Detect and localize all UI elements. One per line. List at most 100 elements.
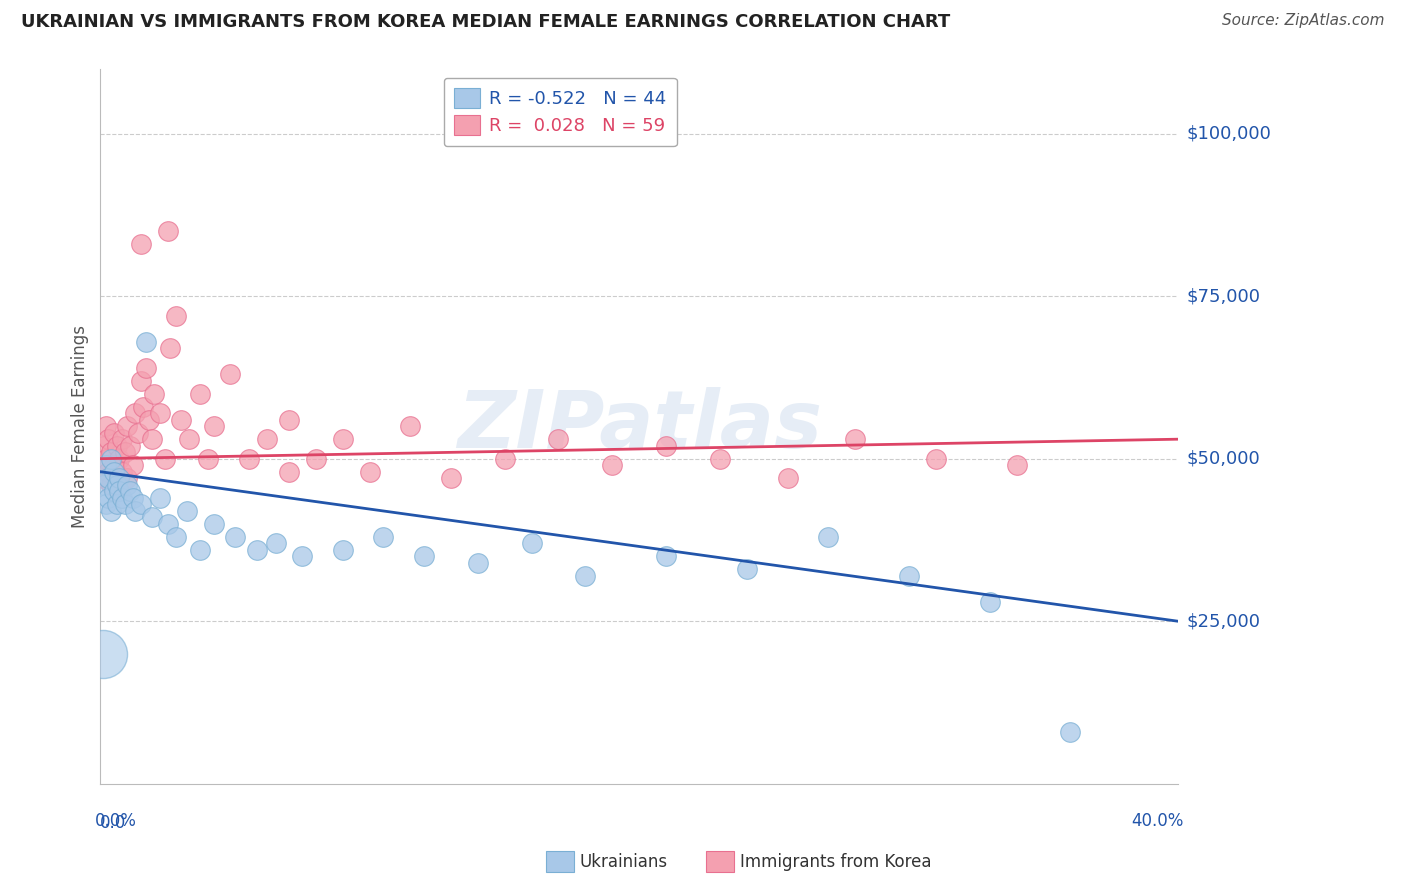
Point <box>574 568 596 582</box>
Point <box>897 568 920 582</box>
Point <box>108 451 131 466</box>
Point <box>359 465 381 479</box>
Point <box>105 477 128 491</box>
Point <box>129 237 152 252</box>
Point <box>979 595 1001 609</box>
Point <box>135 360 157 375</box>
Point <box>264 536 287 550</box>
Point <box>91 647 114 661</box>
Point <box>165 530 187 544</box>
Point <box>103 465 125 479</box>
Point <box>156 516 179 531</box>
Point <box>94 419 117 434</box>
Point <box>124 406 146 420</box>
Text: UKRAINIAN VS IMMIGRANTS FROM KOREA MEDIAN FEMALE EARNINGS CORRELATION CHART: UKRAINIAN VS IMMIGRANTS FROM KOREA MEDIA… <box>21 13 950 31</box>
Point <box>165 309 187 323</box>
Point <box>256 432 278 446</box>
Point <box>105 439 128 453</box>
Point <box>925 451 948 466</box>
Point <box>197 451 219 466</box>
Point <box>149 406 172 420</box>
Text: $25,000: $25,000 <box>1187 612 1261 631</box>
Point <box>1059 724 1081 739</box>
Point <box>94 451 117 466</box>
Text: 0.0%: 0.0% <box>96 813 136 830</box>
Point <box>143 386 166 401</box>
Point <box>202 419 225 434</box>
Point <box>138 412 160 426</box>
Point <box>103 484 125 499</box>
Point <box>246 542 269 557</box>
Point <box>278 412 301 426</box>
Y-axis label: Median Female Earnings: Median Female Earnings <box>72 325 89 528</box>
Point <box>156 224 179 238</box>
Point <box>114 445 136 459</box>
Point <box>103 425 125 440</box>
Point <box>121 458 143 473</box>
Text: $50,000: $50,000 <box>1187 450 1260 467</box>
Point <box>159 341 181 355</box>
Point <box>94 458 117 473</box>
Point <box>91 471 114 485</box>
Text: Ukrainians: Ukrainians <box>579 853 668 871</box>
Point <box>97 491 120 505</box>
Point <box>176 504 198 518</box>
Text: $100,000: $100,000 <box>1187 125 1271 143</box>
Point <box>1005 458 1028 473</box>
Point <box>332 542 354 557</box>
Point <box>332 432 354 446</box>
Point <box>129 497 152 511</box>
Point <box>124 504 146 518</box>
Point <box>97 465 120 479</box>
Point <box>105 497 128 511</box>
Point <box>153 451 176 466</box>
Point <box>224 530 246 544</box>
Point <box>91 439 114 453</box>
Point <box>844 432 866 446</box>
Point <box>100 504 122 518</box>
Text: 40.0%: 40.0% <box>1132 813 1184 830</box>
Point <box>494 451 516 466</box>
Point <box>238 451 260 466</box>
Point <box>141 432 163 446</box>
Point <box>118 484 141 499</box>
Point <box>655 439 678 453</box>
Point <box>97 432 120 446</box>
Point <box>118 439 141 453</box>
Point <box>412 549 434 564</box>
Point <box>817 530 839 544</box>
Point <box>776 471 799 485</box>
Point <box>97 471 120 485</box>
Point <box>100 445 122 459</box>
Point <box>655 549 678 564</box>
Point <box>132 400 155 414</box>
Point <box>103 458 125 473</box>
Point <box>305 451 328 466</box>
Point <box>467 556 489 570</box>
Point <box>399 419 422 434</box>
Point <box>108 484 131 499</box>
Point <box>520 536 543 550</box>
Text: ZIPatlas: ZIPatlas <box>457 387 823 466</box>
Text: Immigrants from Korea: Immigrants from Korea <box>740 853 931 871</box>
Point <box>117 419 139 434</box>
Point <box>373 530 395 544</box>
Point <box>188 386 211 401</box>
Point <box>127 425 149 440</box>
Point <box>218 367 240 381</box>
Point <box>100 477 122 491</box>
Point <box>547 432 569 446</box>
Point <box>135 334 157 349</box>
Text: 0.0: 0.0 <box>100 814 127 832</box>
Legend: R = -0.522   N = 44, R =  0.028   N = 59: R = -0.522 N = 44, R = 0.028 N = 59 <box>443 78 676 146</box>
Point <box>735 562 758 576</box>
Point <box>440 471 463 485</box>
Point <box>202 516 225 531</box>
Point <box>111 432 134 446</box>
Point <box>108 471 131 485</box>
Text: Source: ZipAtlas.com: Source: ZipAtlas.com <box>1222 13 1385 29</box>
Point <box>291 549 314 564</box>
Point <box>188 542 211 557</box>
Point <box>94 497 117 511</box>
Point <box>105 471 128 485</box>
